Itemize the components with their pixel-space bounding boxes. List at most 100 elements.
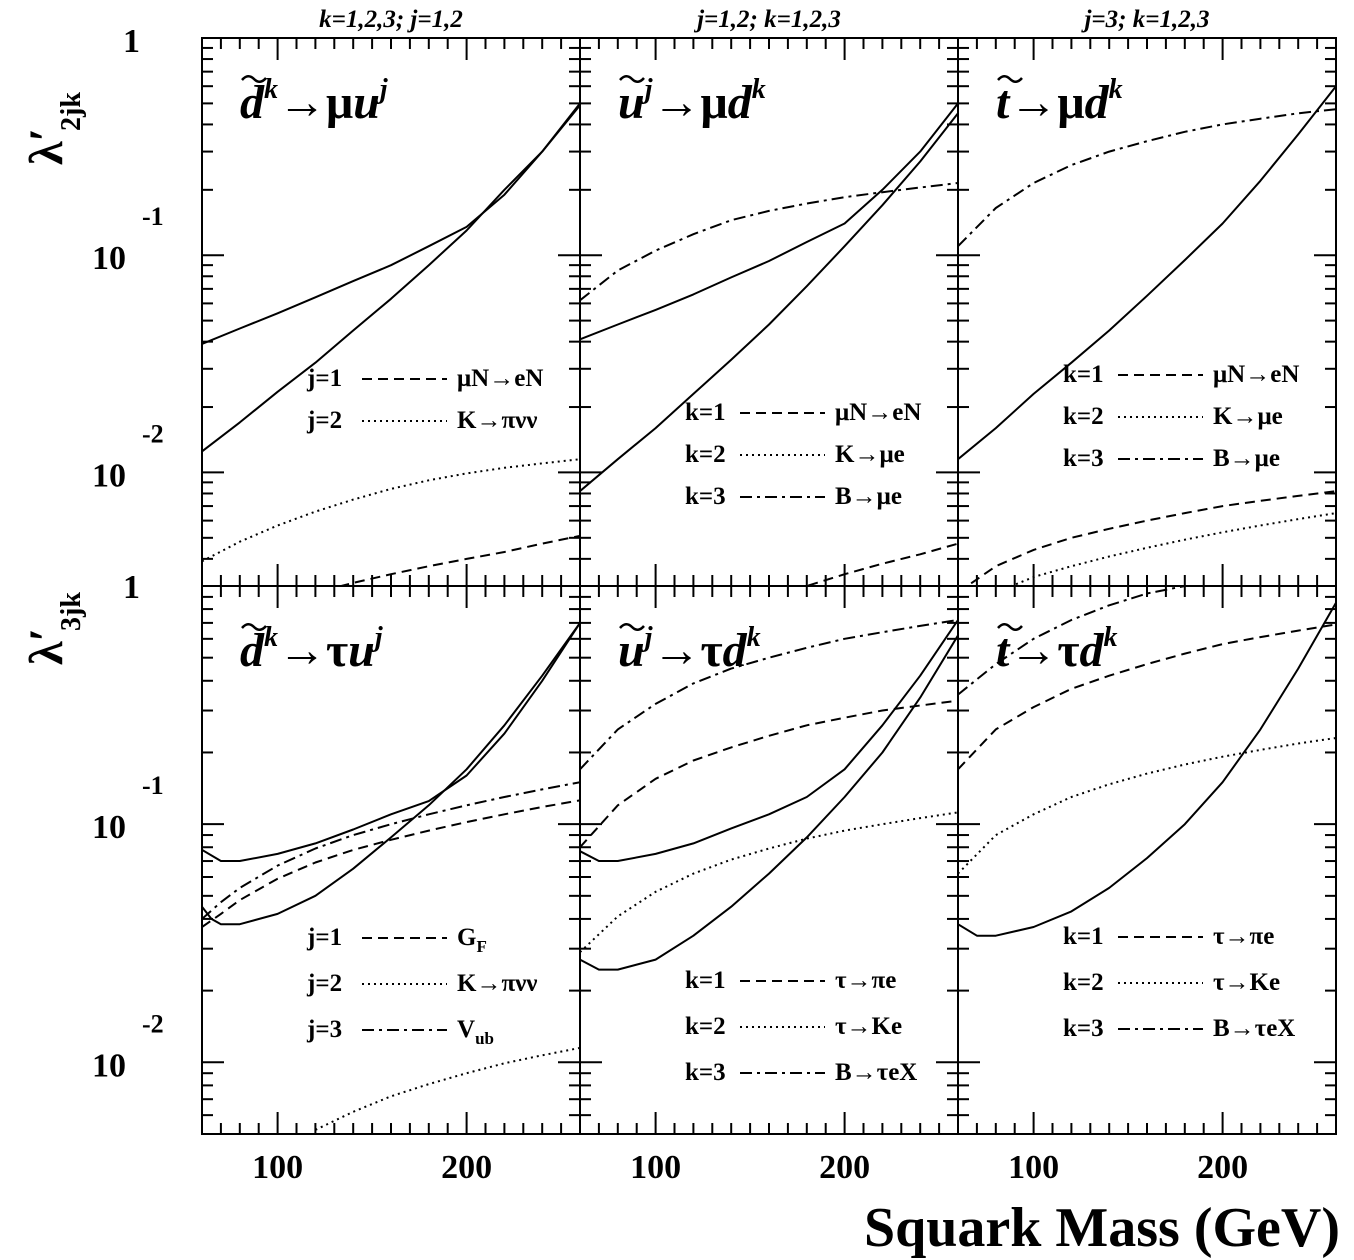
y-tick-exponent: -1 [142, 202, 164, 231]
legend-text-main: B→μe [835, 483, 902, 510]
legend-text-main: V [457, 1016, 475, 1043]
y-tick-exponent: -2 [142, 419, 164, 448]
legend-label: k=3 [685, 483, 726, 510]
legend-label: k=1 [1063, 361, 1104, 388]
series-dashdot [958, 586, 1185, 696]
legend-label: j=1 [306, 924, 342, 951]
process-sup: k [264, 622, 278, 653]
x-tick-label: 200 [441, 1149, 492, 1186]
legend-text-main: τ→Ke [1213, 969, 1280, 996]
legend-text-main: K→πνν [457, 407, 537, 434]
y-tick-exponent: -1 [142, 771, 164, 800]
y-axis-lambda: λ′ [20, 628, 73, 665]
legend-text-main: μN→eN [835, 399, 921, 426]
series-dotted [1009, 512, 1336, 586]
process-sparticle: u [618, 76, 645, 129]
legend-text: μN→eN [835, 399, 921, 426]
legend-label: k=1 [685, 399, 726, 426]
legend-label: j=2 [306, 407, 342, 434]
legend-text-sub: F [476, 937, 486, 956]
legend-label: k=1 [1063, 923, 1104, 950]
legend-text-main: B→τeX [1213, 1015, 1295, 1042]
tilde-mark [997, 623, 1023, 631]
legend-text: μN→eN [1213, 361, 1299, 388]
panel-header: k=1,2,3; j=1,2 [319, 6, 463, 33]
series-dashed [958, 623, 1336, 770]
legend-text: τ→πe [835, 967, 896, 994]
legend-text-sub: ub [475, 1029, 494, 1048]
x-tick-label: 100 [630, 1149, 681, 1186]
series-dashdot [958, 108, 1336, 247]
legend-text: B→τeX [1213, 1015, 1295, 1042]
process-sparticle: d [240, 624, 265, 677]
process-quark: d [1085, 76, 1110, 129]
axis-ticks [201, 37, 1337, 1135]
process-quark: u [353, 76, 380, 129]
x-tick-label: 200 [1197, 1149, 1248, 1186]
series-dotted [958, 737, 1336, 875]
legend-label: k=2 [685, 1013, 726, 1040]
legend-label: k=2 [1063, 969, 1104, 996]
series-dashdot [202, 781, 580, 920]
process-arrow-lepton: →μ [1009, 76, 1084, 129]
data-curves [202, 85, 1336, 1131]
legend-text: μN→eN [457, 365, 543, 392]
series-solid [580, 102, 958, 341]
y-axis-lambda: λ′ [20, 128, 73, 165]
tilde-mark [241, 623, 267, 631]
legend-text-main: B→τeX [835, 1059, 917, 1086]
process-arrow-lepton: →τ [278, 624, 348, 677]
y-tick-exponent: -2 [142, 1009, 164, 1038]
process-sparticle: t [996, 624, 1011, 677]
legend-text-main: τ→Ke [835, 1013, 902, 1040]
legend-label: k=2 [685, 441, 726, 468]
panel-header: j=1,2; k=1,2,3 [693, 6, 841, 33]
process-arrow-lepton: →τ [1009, 624, 1079, 677]
y-tick-label: 1 [123, 23, 140, 60]
series-dotted [314, 1046, 580, 1131]
legend-text: τ→Ke [1213, 969, 1280, 996]
legend-label: j=1 [306, 365, 342, 392]
legend-text-main: K→μe [835, 441, 905, 468]
process-label: dk→τuj [240, 622, 383, 677]
process-arrow-lepton: →τ [652, 624, 722, 677]
process-label: t→τdk [996, 622, 1117, 677]
process-label: uj→τdk [618, 622, 761, 677]
legend-text-main: τ→πe [835, 967, 896, 994]
tilde-mark [241, 75, 267, 83]
series-solid [958, 85, 1336, 460]
legend-text: K→μe [1213, 403, 1283, 430]
legend-text-main: K→πνν [457, 970, 537, 997]
legend-text-main: τ→πe [1213, 923, 1274, 950]
legend-text: K→πνν [457, 407, 537, 434]
series-solid [202, 104, 580, 345]
process-label: uj→μdk [618, 74, 766, 129]
process-arrow-lepton: →μ [652, 76, 727, 129]
legend-label: k=2 [1063, 403, 1104, 430]
legend-label: k=3 [1063, 445, 1104, 472]
process-sparticle: d [240, 76, 265, 129]
y-tick-label: 1 [123, 569, 140, 606]
process-sup: k [264, 74, 278, 105]
axis-labels: 100 200 100 200 100 200110-110-2λ′2jk110-110-… [20, 6, 1248, 1186]
legend-text: B→μe [1213, 445, 1280, 472]
legend-text: τ→Ke [835, 1013, 902, 1040]
process-quark: d [728, 76, 753, 129]
series-dashed [802, 542, 958, 586]
y-tick-label: 10 [92, 809, 126, 846]
process-sup: k [1109, 74, 1123, 105]
y-tick-label: 10 [92, 457, 126, 494]
x-tick-label: 100 [1008, 1149, 1059, 1186]
process-quark: d [723, 624, 748, 677]
y-axis-label: λ′2jk [20, 92, 87, 165]
series-dashed [965, 490, 1336, 586]
series-solid [202, 622, 580, 862]
series-solid [580, 619, 958, 862]
legend-text: B→μe [835, 483, 902, 510]
x-tick-label: 200 [819, 1149, 870, 1186]
process-arrow-lepton: →μ [278, 76, 353, 129]
series-solid [580, 112, 958, 492]
tilde-mark [997, 75, 1023, 83]
tilde-mark [619, 75, 645, 83]
